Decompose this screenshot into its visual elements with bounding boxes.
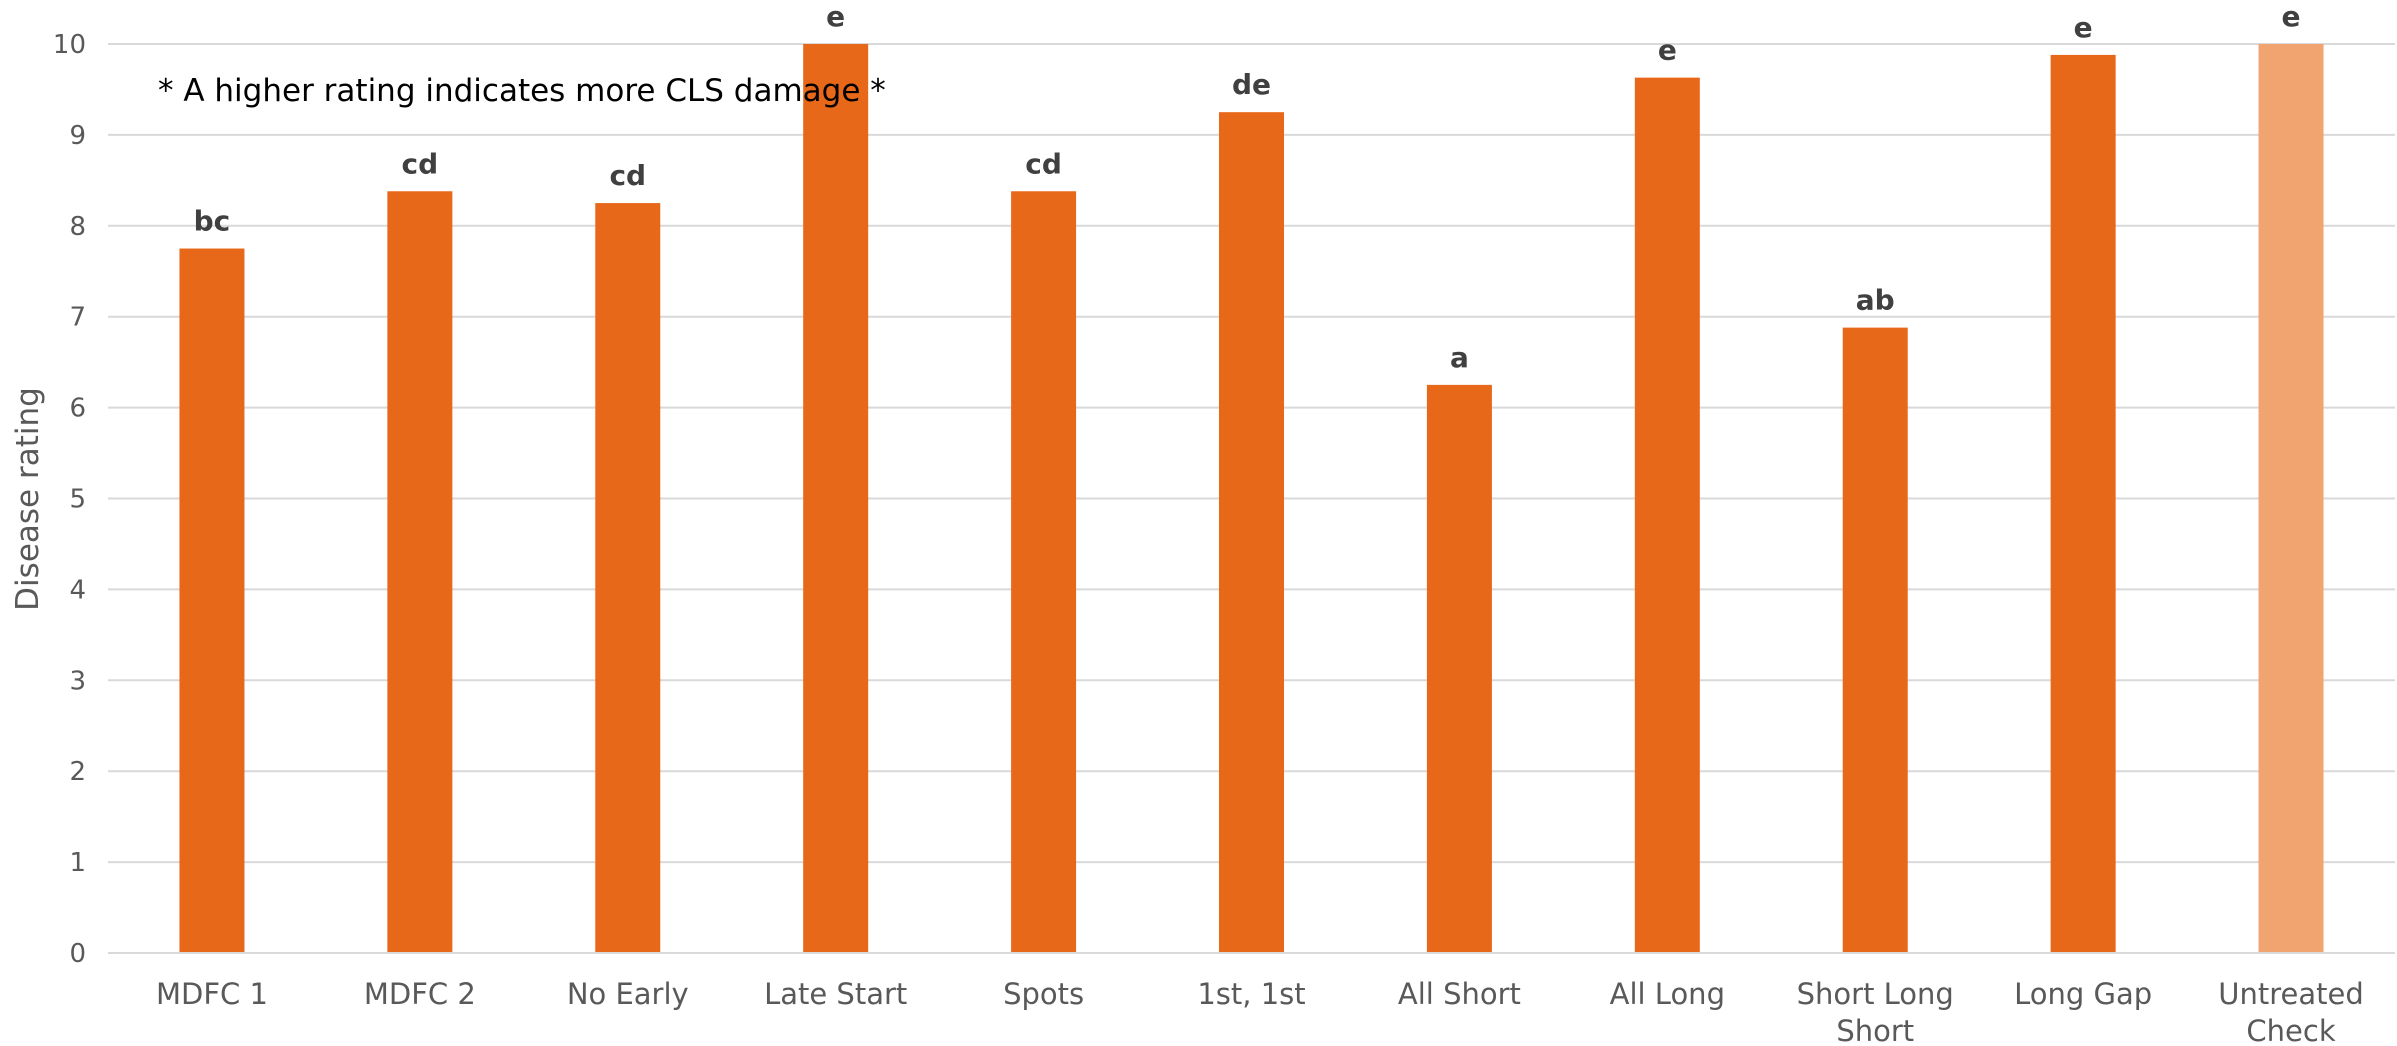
x-tick-label: 1st, 1st xyxy=(1197,977,1305,1011)
bar xyxy=(387,191,453,953)
x-tick-label: Short Long Short xyxy=(1797,977,1954,1046)
bar xyxy=(1842,327,1908,953)
data-label: bc xyxy=(194,205,231,238)
bar xyxy=(1011,191,1077,953)
x-tick-label: MDFC 1 xyxy=(156,977,268,1011)
bar xyxy=(1219,112,1284,954)
bar xyxy=(2258,44,2324,953)
x-tick-label: All Long xyxy=(1610,977,1725,1011)
data-label: e xyxy=(2282,0,2301,33)
chart-annotation: * A higher rating indicates more CLS dam… xyxy=(158,73,886,109)
x-tick-label: Late Start xyxy=(764,977,907,1011)
x-axis: MDFC 1 MDFC 2 No Early Late Start Spots 1st, … xyxy=(108,952,2395,1046)
y-tick-label: 1 xyxy=(69,848,86,878)
y-tick-label: 9 xyxy=(69,121,86,151)
data-label: e xyxy=(1658,34,1677,67)
x-tick-label: Spots xyxy=(1003,977,1084,1011)
y-tick-label: 2 xyxy=(69,757,86,787)
data-label: cd xyxy=(609,159,646,192)
x-tick-label: No Early xyxy=(567,977,689,1011)
y-tick-label: 8 xyxy=(69,212,86,242)
y-tick-label: 7 xyxy=(69,303,86,333)
bar xyxy=(803,44,869,953)
x-tick-label: Untreated Check xyxy=(2218,977,2364,1046)
data-label: cd xyxy=(1025,147,1062,180)
y-tick-label: 0 xyxy=(69,939,86,969)
y-tick-label: 6 xyxy=(69,394,86,424)
data-label: ab xyxy=(1856,284,1895,317)
data-label: de xyxy=(1232,68,1271,101)
y-tick-label: 5 xyxy=(69,485,86,515)
x-tick-label: MDFC 2 xyxy=(364,977,476,1011)
data-label: e xyxy=(2074,11,2093,44)
bar xyxy=(2050,54,2116,953)
y-axis-label: Disease rating xyxy=(10,387,46,611)
data-labels: bc cd cd e cd de a e ab e e xyxy=(194,0,2301,374)
bar xyxy=(1426,384,1492,953)
x-tick-label: Long Gap xyxy=(2014,977,2152,1011)
x-tick-label: All Short xyxy=(1398,977,1521,1011)
y-axis: 0 1 2 3 4 5 6 7 8 9 10 xyxy=(53,30,86,969)
data-label: e xyxy=(826,0,845,33)
bars xyxy=(179,44,2324,954)
y-tick-label: 3 xyxy=(69,666,86,696)
bar xyxy=(1634,77,1700,954)
bar xyxy=(595,203,661,953)
bar xyxy=(179,248,245,953)
y-tick-label: 10 xyxy=(53,30,86,60)
data-label: cd xyxy=(402,147,439,180)
y-tick-label: 4 xyxy=(69,575,86,605)
data-label: a xyxy=(1450,341,1469,374)
